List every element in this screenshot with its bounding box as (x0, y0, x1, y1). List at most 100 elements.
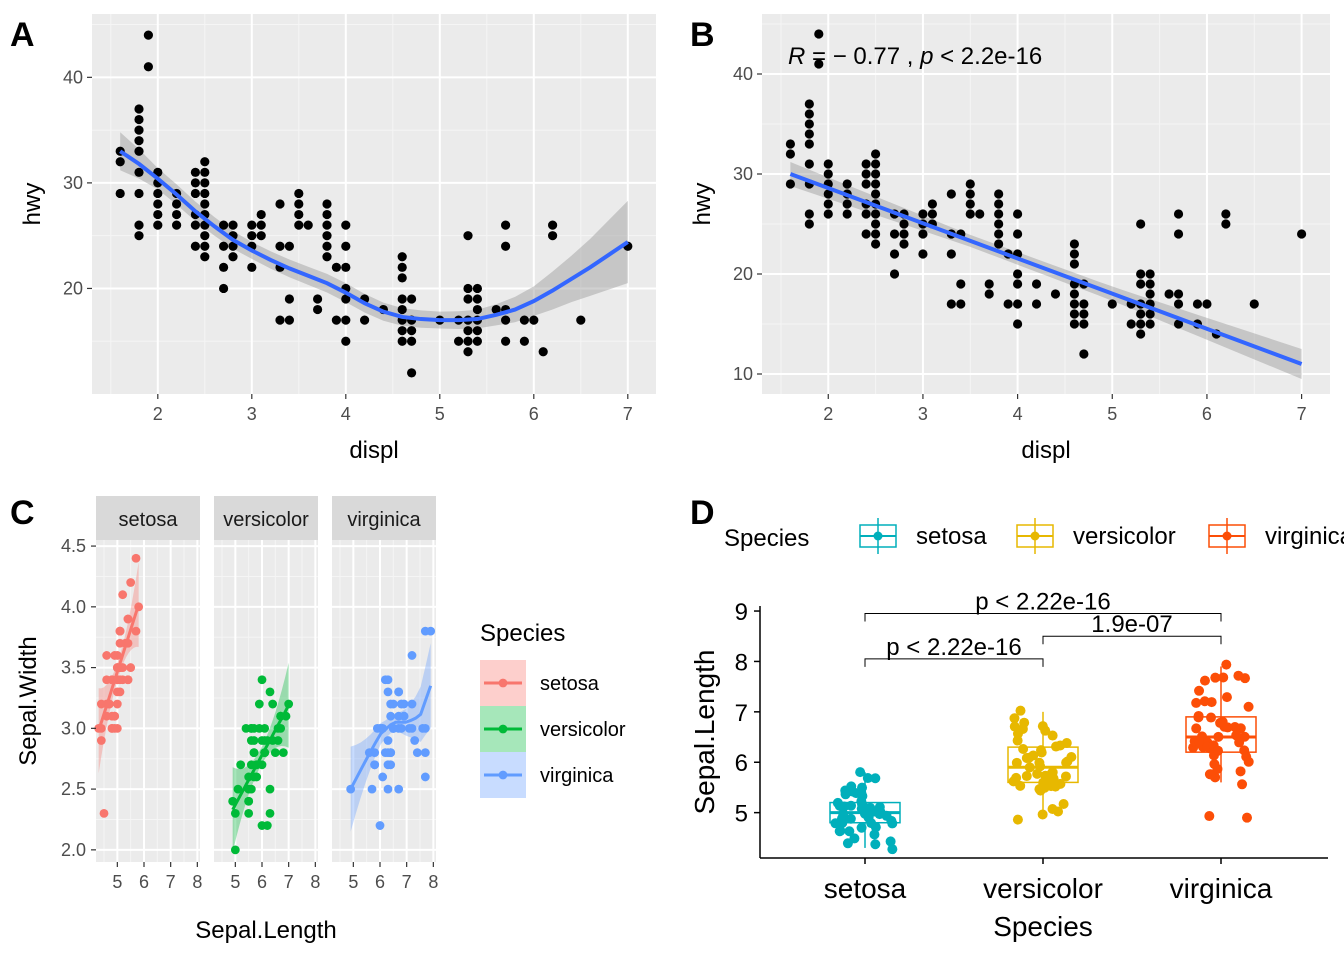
data-point (548, 220, 558, 230)
comparison-label: p < 2.22e-16 (975, 589, 1110, 616)
jitter-point (835, 825, 846, 836)
legend-label: versicolor (1073, 523, 1176, 550)
facet-strip (332, 496, 436, 540)
y-tick-label: 40 (733, 64, 753, 84)
data-point (331, 315, 341, 325)
jitter-point (1048, 773, 1059, 784)
data-point (871, 189, 881, 199)
data-point (397, 273, 407, 283)
y-tick-label: 40 (63, 67, 83, 87)
jitter-point (1233, 670, 1244, 681)
data-point (378, 772, 388, 782)
data-point (265, 808, 275, 818)
data-point (1297, 229, 1307, 239)
x-tick-label: 5 (435, 404, 445, 424)
data-point (134, 146, 144, 156)
jitter-point (1036, 745, 1047, 756)
jitter-point (1210, 672, 1221, 683)
data-point (463, 231, 473, 241)
data-point (246, 784, 256, 794)
data-point (341, 220, 351, 230)
data-point (407, 326, 417, 336)
data-point (123, 614, 133, 624)
data-point (407, 368, 417, 378)
data-point (538, 347, 548, 357)
y-tick-label: 2.0 (61, 840, 86, 860)
legend-key-point (1222, 531, 1232, 541)
data-point (275, 241, 285, 251)
data-point (200, 167, 210, 177)
y-tick-label: 10 (733, 364, 753, 384)
jitter-point (1199, 696, 1210, 707)
x-tick-label: virginica (1170, 873, 1273, 904)
data-point (249, 736, 259, 745)
data-point (134, 231, 144, 241)
data-point (284, 241, 294, 251)
y-tick-label: 4.0 (61, 597, 86, 617)
data-point (519, 336, 530, 346)
data-point (256, 220, 266, 230)
data-point (426, 626, 436, 636)
facet-strip-label: setosa (119, 509, 179, 531)
y-tick-label: 3.0 (61, 718, 86, 738)
x-tick-label: setosa (824, 873, 907, 904)
data-point (270, 748, 280, 758)
data-point (1069, 289, 1079, 299)
data-point (463, 326, 473, 336)
jitter-point (1206, 712, 1217, 723)
jitter-point (1047, 803, 1058, 814)
data-point (420, 748, 430, 758)
data-point (375, 821, 385, 830)
data-point (1003, 299, 1013, 309)
data-point (871, 179, 881, 189)
jitter-point (1009, 713, 1020, 724)
data-point (463, 283, 473, 294)
data-point (172, 199, 182, 209)
data-point (1069, 239, 1079, 249)
legend-key-point (873, 531, 883, 541)
data-point (899, 219, 909, 229)
jitter-point (887, 818, 898, 829)
facet-strip-label: versicolor (223, 509, 309, 531)
jitter-point (1015, 705, 1026, 716)
jitter-point (838, 808, 849, 819)
data-point (112, 723, 122, 733)
jitter-point (1212, 763, 1223, 774)
data-point (889, 249, 900, 259)
jitter-point (865, 807, 876, 818)
data-point (804, 119, 814, 129)
data-point (256, 231, 266, 241)
data-point (1013, 269, 1023, 279)
data-point (394, 784, 404, 794)
jitter-point (1229, 721, 1240, 732)
data-point (219, 283, 229, 294)
jitter-point (845, 813, 856, 824)
data-point (303, 220, 313, 230)
legend-key-point (498, 770, 508, 780)
x-axis-label: displ (349, 437, 398, 464)
jitter-point (1213, 731, 1224, 742)
data-point (102, 651, 112, 660)
data-point (994, 189, 1004, 199)
data-point (1069, 299, 1079, 309)
data-point (842, 179, 852, 189)
jitter-point (1024, 752, 1035, 763)
data-point (236, 760, 246, 770)
data-point (1173, 319, 1184, 329)
jitter-point (1212, 745, 1223, 756)
jitter-point (1021, 771, 1032, 782)
legend-key-point (498, 678, 508, 688)
data-point (313, 304, 323, 315)
jitter-point (844, 826, 855, 837)
data-point (1079, 309, 1089, 319)
legend-label: setosa (540, 673, 600, 695)
x-tick-label: 6 (529, 404, 539, 424)
comparison-label: 1.9e-07 (1091, 611, 1172, 638)
data-point (965, 189, 975, 199)
jitter-point (1037, 809, 1048, 820)
jitter-point (1011, 772, 1022, 783)
jitter-point (1231, 730, 1242, 741)
x-tick-label: 5 (1107, 404, 1117, 424)
y-axis-label: Sepal.Width (15, 636, 42, 765)
data-point (294, 188, 304, 199)
